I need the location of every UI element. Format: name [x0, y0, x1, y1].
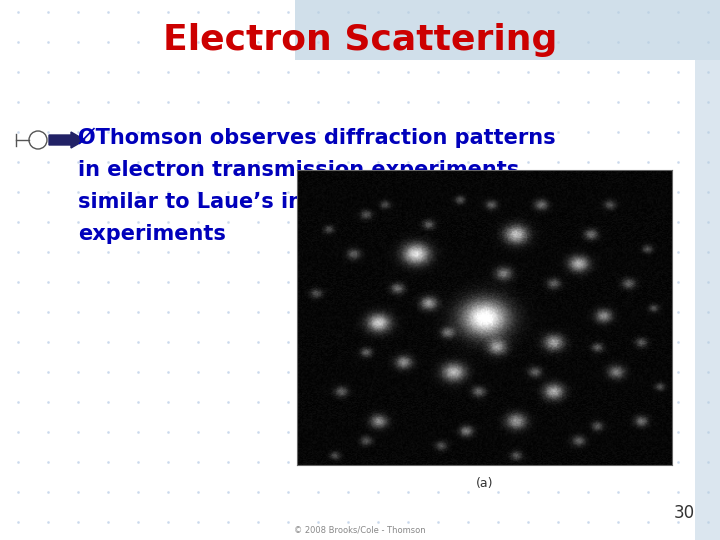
Text: in electron transmission experiments: in electron transmission experiments — [78, 160, 519, 180]
FancyBboxPatch shape — [695, 60, 720, 540]
Text: 30: 30 — [674, 504, 695, 522]
Text: experiments: experiments — [78, 224, 226, 244]
Text: ØThomson observes diffraction patterns: ØThomson observes diffraction patterns — [78, 128, 556, 148]
Text: Electron Scattering: Electron Scattering — [163, 23, 557, 57]
FancyArrow shape — [49, 132, 85, 148]
Text: similar to Laue’s in x-ray transmission: similar to Laue’s in x-ray transmission — [78, 192, 529, 212]
FancyBboxPatch shape — [295, 0, 720, 60]
Text: (a): (a) — [476, 477, 493, 490]
Text: © 2008 Brooks/Cole - Thomson: © 2008 Brooks/Cole - Thomson — [294, 525, 426, 535]
